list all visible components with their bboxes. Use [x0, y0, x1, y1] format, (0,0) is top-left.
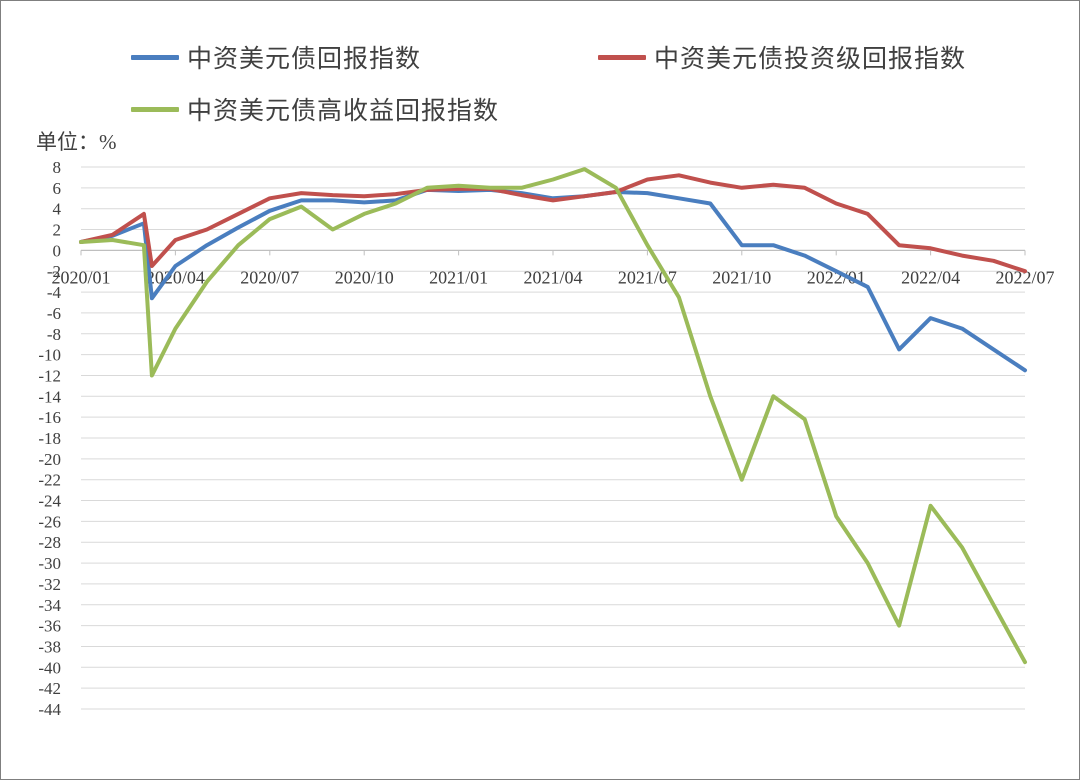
y-tick-label: 2 [53, 221, 62, 240]
y-tick-label: -28 [38, 533, 61, 552]
series-line-2 [79, 173, 1027, 274]
y-tick-label: 6 [53, 179, 62, 198]
x-tick-label: 2021/10 [712, 267, 771, 287]
y-tick-label: -10 [38, 346, 61, 365]
y-tick-label: -30 [38, 554, 61, 573]
y-tick-label: -24 [38, 492, 61, 511]
x-tick-label: 2020/07 [240, 267, 299, 287]
legend-item-high-yield: 中资美元债高收益回报指数 [131, 91, 499, 127]
y-tick-label: -2 [47, 262, 61, 281]
legend-swatch-investment-grade [598, 54, 646, 60]
x-tick-label: 2022/04 [901, 267, 960, 287]
y-tick-label: -18 [38, 429, 61, 448]
unit-label: 单位：% [36, 130, 117, 154]
y-tick-label: -16 [38, 408, 61, 427]
y-tick-label: -26 [38, 512, 61, 531]
y-tick-label: -20 [38, 450, 61, 469]
x-tick-label: 2020/04 [146, 267, 205, 287]
y-tick-label: -36 [38, 617, 61, 636]
y-tick-label: -40 [38, 658, 61, 677]
x-tick-label: 2020/01 [51, 267, 110, 287]
y-tick-label: -14 [38, 387, 61, 406]
legend-label-high-yield: 中资美元债高收益回报指数 [187, 98, 500, 125]
legend-swatch-high-yield [131, 106, 179, 112]
legend-item-total: 中资美元债回报指数 [131, 39, 421, 75]
legend-label-investment-grade: 中资美元债投资级回报指数 [654, 46, 967, 73]
y-tick-label: -12 [38, 366, 61, 385]
x-tick-label: 2022/07 [995, 267, 1054, 287]
y-tick-label: -34 [38, 596, 61, 615]
y-tick-label: -6 [47, 304, 61, 323]
y-tick-label: -38 [38, 637, 61, 656]
x-tick-label: 2021/01 [429, 267, 488, 287]
y-tick-label: 8 [53, 158, 62, 177]
y-tick-label: 0 [53, 241, 62, 260]
x-tick-label: 2022/01 [807, 267, 866, 287]
legend-label-total: 中资美元债回报指数 [187, 46, 422, 73]
y-tick-label: 4 [53, 200, 62, 219]
legend: 中资美元债回报指数 中资美元债投资级回报指数 中资美元债高收益回报指数 [1, 1, 1080, 131]
series-line-3 [79, 167, 1027, 665]
y-tick-label: -8 [47, 325, 61, 344]
y-tick-label: -4 [47, 283, 62, 302]
x-tick-label: 2020/10 [335, 267, 394, 287]
x-tick-label: 2021/04 [523, 267, 582, 287]
y-tick-label: -32 [38, 575, 61, 594]
legend-item-investment-grade: 中资美元债投资级回报指数 [598, 39, 966, 75]
y-tick-label: -22 [38, 471, 61, 490]
series-line-1 [79, 187, 1027, 373]
y-tick-label: -44 [38, 700, 61, 719]
legend-swatch-total [131, 54, 179, 60]
y-tick-label: -42 [38, 679, 61, 698]
